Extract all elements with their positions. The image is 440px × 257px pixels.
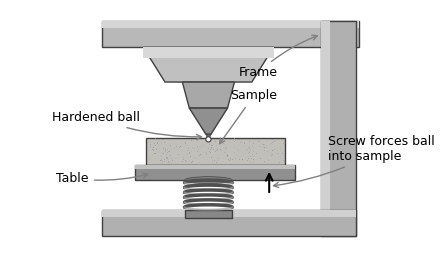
Polygon shape xyxy=(189,108,227,134)
Polygon shape xyxy=(143,47,274,82)
Text: Sample: Sample xyxy=(220,89,277,144)
Polygon shape xyxy=(182,82,235,108)
Text: Frame: Frame xyxy=(239,35,317,79)
FancyBboxPatch shape xyxy=(103,21,359,47)
FancyBboxPatch shape xyxy=(321,21,356,236)
Text: Hardened ball: Hardened ball xyxy=(52,111,202,139)
FancyBboxPatch shape xyxy=(135,164,295,180)
Ellipse shape xyxy=(184,177,232,184)
Polygon shape xyxy=(206,134,211,139)
Circle shape xyxy=(206,137,211,142)
FancyBboxPatch shape xyxy=(321,21,330,236)
FancyBboxPatch shape xyxy=(184,210,232,218)
FancyBboxPatch shape xyxy=(146,139,285,164)
FancyBboxPatch shape xyxy=(103,210,356,236)
FancyBboxPatch shape xyxy=(143,47,274,58)
FancyBboxPatch shape xyxy=(103,210,356,217)
Text: Table: Table xyxy=(56,172,148,185)
Text: Screw forces ball
into sample: Screw forces ball into sample xyxy=(274,135,435,188)
FancyBboxPatch shape xyxy=(103,21,359,28)
FancyBboxPatch shape xyxy=(135,164,295,169)
